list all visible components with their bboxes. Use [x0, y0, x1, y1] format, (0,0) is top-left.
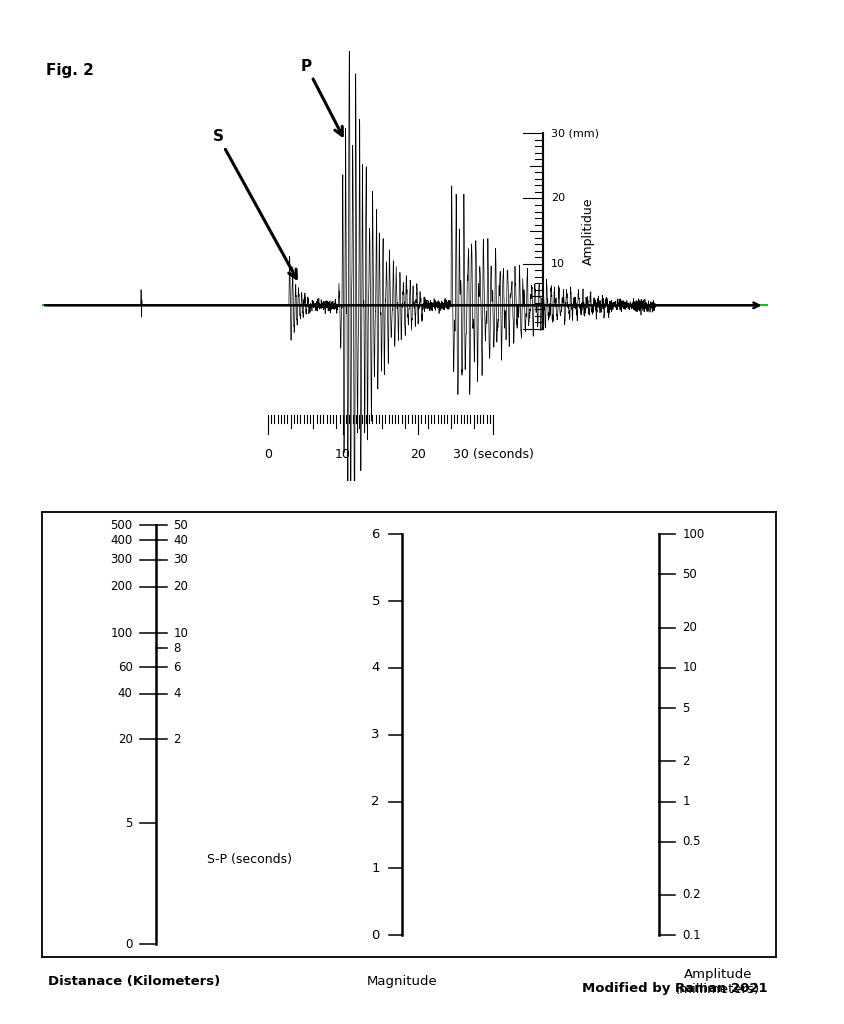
Text: 6: 6 [371, 527, 380, 541]
Text: 0.1: 0.1 [683, 929, 701, 942]
Text: 5: 5 [371, 595, 380, 607]
Text: P: P [301, 58, 343, 135]
Text: 60: 60 [117, 660, 133, 674]
Text: 2: 2 [683, 755, 690, 768]
Text: 20: 20 [173, 581, 188, 593]
Text: 40: 40 [173, 534, 188, 547]
Text: 300: 300 [111, 553, 133, 566]
Text: 1: 1 [371, 862, 380, 874]
Text: 2: 2 [371, 795, 380, 808]
Text: 10: 10 [551, 259, 565, 268]
Text: 8: 8 [173, 642, 181, 654]
Text: 0: 0 [125, 938, 133, 950]
Text: 30 (mm): 30 (mm) [551, 128, 599, 138]
Text: 20: 20 [410, 449, 426, 461]
Text: 0: 0 [371, 929, 380, 942]
Text: 500: 500 [111, 519, 133, 531]
Text: S: S [213, 129, 296, 279]
Text: 4: 4 [371, 662, 380, 675]
Text: 20: 20 [117, 732, 133, 745]
Text: 40: 40 [117, 687, 133, 700]
Text: 50: 50 [683, 568, 697, 581]
Text: 10: 10 [173, 627, 188, 640]
Text: 0: 0 [263, 449, 272, 461]
Text: 10: 10 [335, 449, 351, 461]
Text: Amplitude
(millimeters): Amplitude (millimeters) [675, 968, 760, 996]
Text: 30 (seconds): 30 (seconds) [452, 449, 533, 461]
Text: 5: 5 [125, 817, 133, 829]
Text: 2: 2 [173, 732, 181, 745]
Text: 400: 400 [111, 534, 133, 547]
Text: 200: 200 [111, 581, 133, 593]
Text: S-P (seconds): S-P (seconds) [208, 853, 292, 866]
Text: 3: 3 [371, 728, 380, 741]
Text: 30: 30 [173, 553, 188, 566]
Text: Modified by Raman 2021: Modified by Raman 2021 [582, 982, 768, 995]
Text: 0.5: 0.5 [683, 836, 701, 848]
Text: Fig. 2: Fig. 2 [46, 62, 94, 78]
Text: 50: 50 [173, 519, 188, 531]
Text: 0.2: 0.2 [683, 889, 701, 901]
Text: 100: 100 [111, 627, 133, 640]
Text: Distanace (Kilometers): Distanace (Kilometers) [48, 976, 220, 988]
Text: 5: 5 [683, 701, 690, 715]
Text: 1: 1 [683, 795, 690, 808]
Text: 20: 20 [551, 194, 565, 204]
Text: 6: 6 [173, 660, 181, 674]
Text: 20: 20 [683, 622, 697, 634]
Text: Amplitidue: Amplitidue [582, 198, 595, 265]
Text: Magnitude: Magnitude [366, 976, 437, 988]
Text: 4: 4 [173, 687, 181, 700]
Text: 100: 100 [683, 527, 705, 541]
Text: 10: 10 [683, 662, 697, 675]
